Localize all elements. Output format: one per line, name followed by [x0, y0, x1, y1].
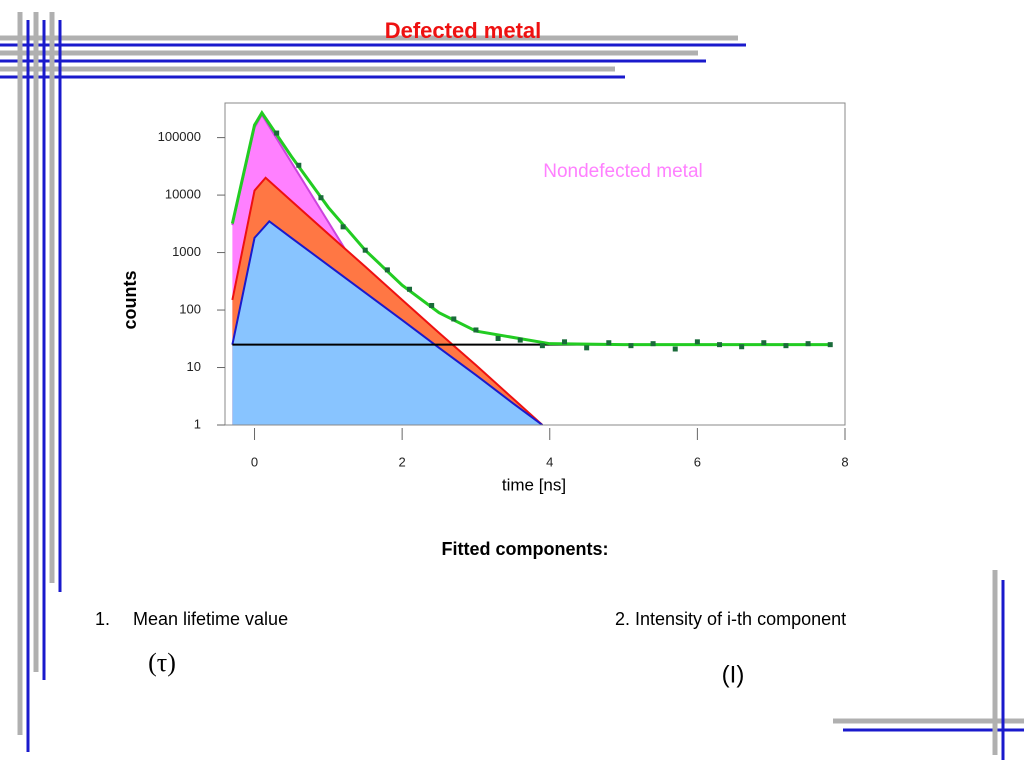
data-point — [451, 316, 457, 322]
data-point — [340, 224, 346, 230]
plot-area — [230, 110, 833, 425]
y-tick-label: 10 — [187, 359, 201, 374]
data-point — [761, 340, 767, 346]
data-point — [539, 343, 545, 349]
series-line — [230, 110, 831, 347]
data-point — [672, 346, 678, 352]
y-tick-label: 1000 — [172, 244, 201, 259]
data-point — [584, 345, 590, 351]
x-tick-label: 4 — [546, 454, 553, 469]
item-symbol: (τ) — [148, 648, 176, 677]
x-axis-label: time [ns] — [502, 475, 566, 494]
x-tick-label: 0 — [251, 454, 258, 469]
data-point — [562, 339, 568, 345]
data-point — [473, 327, 479, 333]
data-point — [296, 162, 302, 168]
data-point — [650, 341, 656, 347]
data-point — [827, 342, 833, 348]
data-point — [606, 340, 612, 346]
item-text: Mean lifetime value — [133, 609, 288, 629]
data-point — [805, 341, 811, 347]
x-tick-label: 2 — [399, 454, 406, 469]
data-point — [694, 339, 700, 345]
series-line — [231, 176, 544, 425]
data-point — [495, 335, 501, 341]
item-symbol: (I) — [722, 661, 745, 688]
data-point — [384, 267, 390, 273]
data-point — [407, 286, 413, 292]
x-tick-label: 8 — [841, 454, 848, 469]
item-number: 1. — [95, 609, 110, 629]
y-tick-label: 100000 — [158, 129, 201, 144]
series-line — [231, 219, 543, 425]
data-point — [362, 247, 368, 253]
component-area — [232, 221, 543, 425]
data-point — [628, 343, 634, 349]
data-point — [717, 342, 723, 348]
data-point — [274, 130, 280, 136]
y-tick-label: 100 — [179, 301, 201, 316]
data-point — [739, 344, 745, 350]
data-point — [783, 343, 789, 349]
plot-frame — [224, 102, 846, 426]
data-point — [517, 337, 523, 343]
fitted-heading: Fitted components: — [442, 539, 609, 559]
annotation: Nondefected metal — [543, 161, 703, 182]
title: Defected metal — [385, 18, 542, 43]
y-axis-label: counts — [120, 270, 140, 329]
y-tick-label: 1 — [194, 416, 201, 431]
item-text: 2. Intensity of i-th component — [615, 609, 846, 629]
data-point — [318, 195, 324, 201]
y-tick-label: 10000 — [165, 187, 201, 202]
data-point — [429, 302, 435, 308]
x-tick-label: 6 — [694, 454, 701, 469]
decoration — [0, 12, 1024, 760]
